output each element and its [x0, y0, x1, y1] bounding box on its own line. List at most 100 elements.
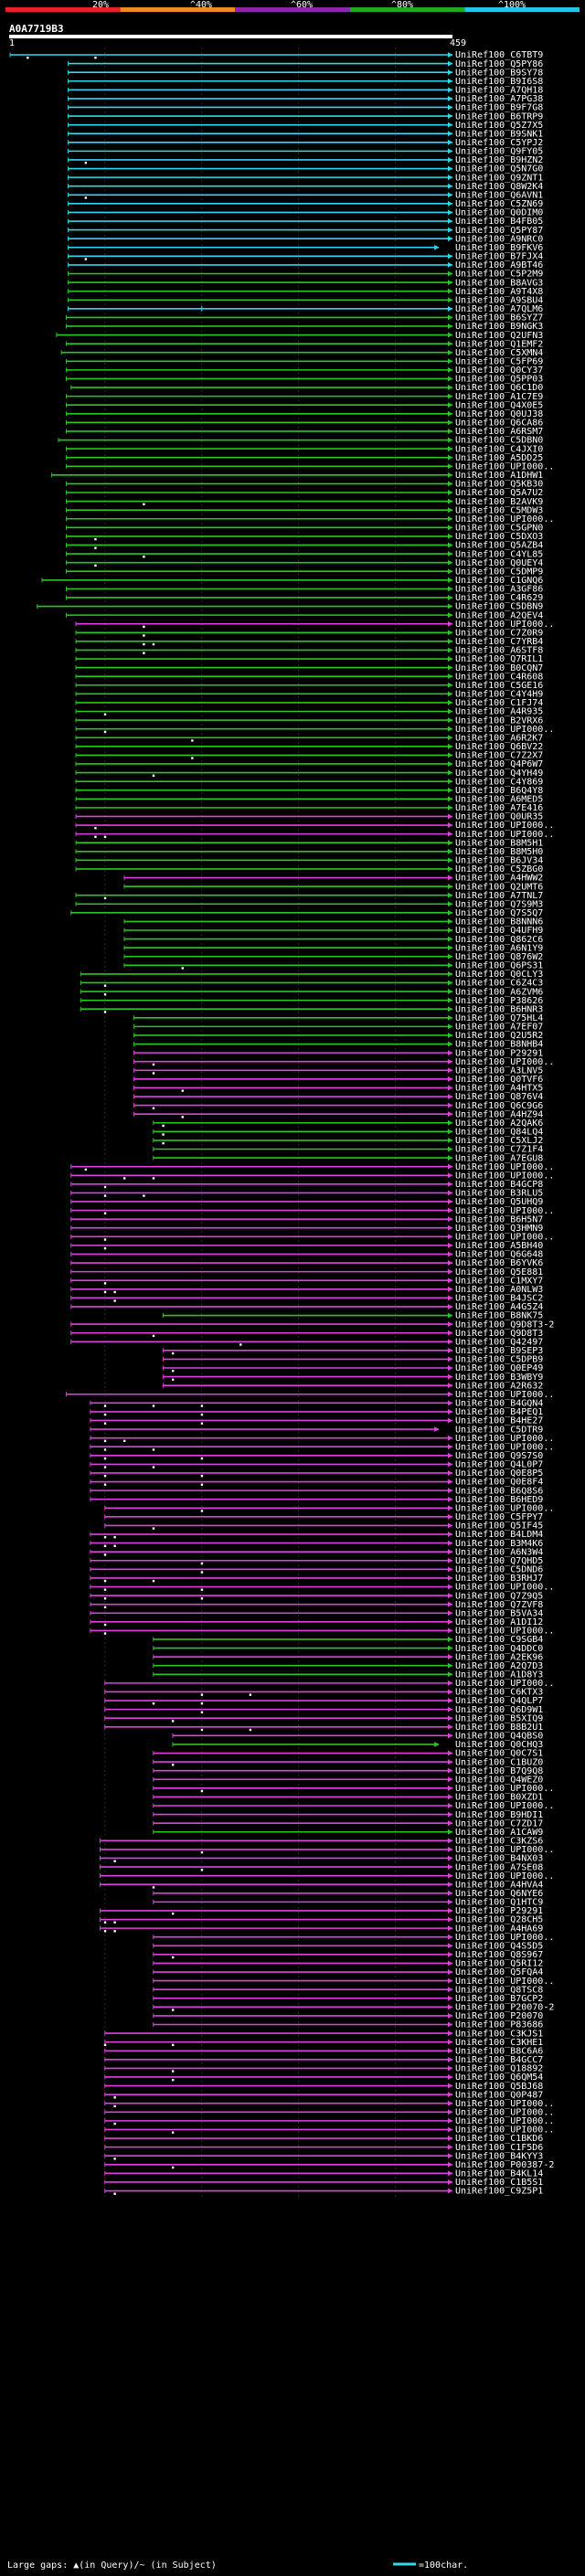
hit-row[interactable]: UniRef100_Q5UHQ9 — [70, 1197, 544, 1207]
hit-label[interactable]: UniRef100_UPI000.. — [455, 1845, 554, 1855]
hit-label[interactable]: UniRef100_Q2U5R2 — [455, 1031, 543, 1041]
hit-label[interactable]: UniRef100_Q5PY86 — [455, 59, 543, 69]
hit-row[interactable]: UniRef100_Q6C9G6 — [133, 1101, 544, 1111]
hit-row[interactable]: UniRef100_A5BH40 — [70, 1241, 544, 1251]
hit-label[interactable]: UniRef100_Q0UJ38 — [455, 409, 543, 419]
hit-row[interactable]: UniRef100_A4HTX5 — [133, 1084, 544, 1094]
hit-label[interactable]: UniRef100_C7ZD17 — [455, 1818, 543, 1829]
hit-label[interactable]: UniRef100_A7SE08 — [455, 1862, 543, 1872]
hit-label[interactable]: UniRef100_C5ZN69 — [455, 199, 543, 209]
hit-row[interactable]: UniRef100_B3RLU5 — [70, 1189, 544, 1199]
hit-label[interactable]: UniRef100_Q7Z9Q5 — [455, 1591, 543, 1601]
hit-label[interactable]: UniRef100_Q5AZB4 — [455, 541, 543, 551]
hit-label[interactable]: UniRef100_Q4WEZ0 — [455, 1775, 543, 1785]
hit-label[interactable]: UniRef100_A1CAW9 — [455, 1828, 543, 1838]
hit-row[interactable]: UniRef100_Q4YH49 — [75, 769, 543, 779]
hit-label[interactable]: UniRef100_Q5N7G0 — [455, 164, 543, 175]
hit-row[interactable]: UniRef100_C1GNQ6 — [41, 576, 543, 586]
hit-label[interactable]: UniRef100_Q1HTC9 — [455, 1898, 543, 1908]
hit-row[interactable]: UniRef100_B7FJX4 — [68, 252, 544, 262]
hit-row[interactable]: UniRef100_UPI000.. — [104, 2116, 555, 2126]
hit-label[interactable]: UniRef100_Q6C1D0 — [455, 383, 543, 393]
hit-row[interactable]: UniRef100_B4GQN4 — [90, 1399, 543, 1409]
hit-label[interactable]: UniRef100_Q0TVF6 — [455, 1075, 543, 1085]
hit-label[interactable]: UniRef100_Q6G648 — [455, 1250, 543, 1260]
hit-row[interactable]: UniRef100_A4HA69 — [100, 1924, 544, 1934]
hit-label[interactable]: UniRef100_A4G5Z4 — [455, 1302, 543, 1312]
hit-label[interactable]: UniRef100_A4HVA4 — [455, 1880, 543, 1890]
hit-row[interactable]: UniRef100_C5MDW3 — [65, 505, 543, 515]
hit-label[interactable]: UniRef100_B4GQN4 — [455, 1399, 543, 1409]
hit-row[interactable]: UniRef100_A1DHW1 — [51, 471, 544, 481]
hit-label[interactable]: UniRef100_C5DBN9 — [455, 602, 543, 612]
hit-label[interactable]: UniRef100_Q0E8P5 — [455, 1468, 543, 1479]
hit-row[interactable]: UniRef100_A7E416 — [75, 803, 543, 813]
hit-label[interactable]: UniRef100_C9Z5P1 — [455, 2187, 543, 2197]
hit-row[interactable]: UniRef100_C5DXO3 — [65, 532, 543, 542]
hit-label[interactable]: UniRef100_Q6QM54 — [455, 2072, 543, 2083]
hit-row[interactable]: UniRef100_B6H5N7 — [70, 1214, 544, 1224]
hit-label[interactable]: UniRef100_Q0C7S1 — [455, 1749, 543, 1759]
hit-label[interactable]: UniRef100_B6YVK6 — [455, 1258, 543, 1268]
hit-label[interactable]: UniRef100_B2VRX6 — [455, 716, 543, 726]
hit-row[interactable]: UniRef100_A1DI12 — [90, 1617, 543, 1627]
hit-row[interactable]: UniRef100_B3RHJ7 — [90, 1574, 543, 1584]
hit-row[interactable]: UniRef100_B4LDM4 — [90, 1530, 543, 1540]
hit-row[interactable]: UniRef100_B8NNN6 — [123, 917, 543, 928]
hit-label[interactable]: UniRef100_B8NNN6 — [455, 917, 543, 928]
hit-label[interactable]: UniRef100_B0XZD1 — [455, 1793, 543, 1803]
hit-label[interactable]: UniRef100_UPI000.. — [455, 1171, 554, 1181]
hit-row[interactable]: UniRef100_A9SBU4 — [68, 295, 544, 305]
hit-label[interactable]: UniRef100_UPI000.. — [455, 2116, 554, 2126]
hit-row[interactable]: UniRef100_Q8S967 — [153, 1950, 544, 1960]
hit-label[interactable]: UniRef100_UPI000.. — [455, 514, 554, 525]
hit-label[interactable]: UniRef100_Q7S5Q7 — [455, 908, 543, 918]
hit-label[interactable]: UniRef100_Q8W2K4 — [455, 182, 543, 192]
hit-label[interactable]: UniRef100_B7Q9Q8 — [455, 1766, 543, 1776]
hit-label[interactable]: UniRef100_Q6BV22 — [455, 742, 543, 752]
hit-label[interactable]: UniRef100_B4KYY3 — [455, 2151, 543, 2161]
hit-label[interactable]: UniRef100_C5ZBG0 — [455, 864, 543, 875]
hit-row[interactable]: UniRef100_Q8W2K4 — [68, 182, 544, 192]
hit-row[interactable]: UniRef100_Q5KB30 — [65, 480, 543, 490]
hit-label[interactable]: UniRef100_A6N1Y9 — [455, 943, 543, 953]
hit-row[interactable]: UniRef100_C5GPN0 — [65, 524, 543, 534]
hit-row[interactable]: UniRef100_B4GCC7 — [104, 2055, 543, 2065]
hit-label[interactable]: UniRef100_Q4DDC0 — [455, 1644, 543, 1654]
hit-label[interactable]: UniRef100_B3M4K6 — [455, 1539, 543, 1549]
hit-label[interactable]: UniRef100_Q5IF45 — [455, 1521, 543, 1532]
hit-label[interactable]: UniRef100_UPI000.. — [455, 2108, 554, 2118]
hit-label[interactable]: UniRef100_Q9D8T3-2 — [455, 1320, 554, 1330]
hit-label[interactable]: UniRef100_C5FPY7 — [455, 1512, 543, 1522]
hit-row[interactable]: UniRef100_C5P2M9 — [68, 270, 544, 280]
hit-row[interactable]: UniRef100_Q0TVF6 — [133, 1075, 544, 1085]
hit-label[interactable]: UniRef100_Q0UR35 — [455, 812, 543, 822]
hit-label[interactable]: UniRef100_C1F5D6 — [455, 2143, 543, 2153]
hit-row[interactable]: UniRef100_Q6CA86 — [65, 419, 543, 429]
hit-label[interactable]: UniRef100_A2R632 — [455, 1381, 543, 1391]
hit-row[interactable]: UniRef100_A9NRC0 — [68, 234, 544, 244]
hit-label[interactable]: UniRef100_Q0CY37 — [455, 366, 543, 376]
hit-label[interactable]: UniRef100_B8C6A6 — [455, 2046, 543, 2056]
hit-label[interactable]: UniRef100_Q7QHD5 — [455, 1556, 543, 1566]
hit-row[interactable]: UniRef100_C4Y4H9 — [75, 690, 543, 700]
hit-row[interactable]: UniRef100_Q4QBS0 — [172, 1732, 543, 1742]
hit-row[interactable]: UniRef100_Q1HTC9 — [153, 1898, 544, 1908]
hit-label[interactable]: UniRef100_B4NX03 — [455, 1854, 543, 1864]
hit-row[interactable]: UniRef100_B0XZD1 — [153, 1793, 544, 1803]
hit-label[interactable]: UniRef100_A7EF07 — [455, 1023, 543, 1033]
hit-label[interactable]: UniRef100_P00387-2 — [455, 2160, 554, 2170]
hit-row[interactable]: UniRef100_UPI000.. — [65, 514, 554, 525]
hit-label[interactable]: UniRef100_Q4UFH9 — [455, 926, 543, 936]
hit-label[interactable]: UniRef100_Q84LQ4 — [455, 1128, 543, 1138]
hit-label[interactable]: UniRef100_B3RLU5 — [455, 1189, 543, 1199]
hit-label[interactable]: UniRef100_A7PG38 — [455, 94, 543, 104]
hit-row[interactable]: UniRef100_A6STF8 — [75, 646, 543, 656]
hit-label[interactable]: UniRef100_Q862C6 — [455, 935, 543, 945]
hit-label[interactable]: UniRef100_B9NGK3 — [455, 322, 543, 332]
hit-row[interactable]: UniRef100_UPI000.. — [90, 1442, 554, 1452]
hit-label[interactable]: UniRef100_Q5UHQ9 — [455, 1197, 543, 1207]
hit-row[interactable]: UniRef100_C5XLJ2 — [153, 1136, 544, 1146]
hit-row[interactable]: UniRef100_UPI000.. — [65, 461, 554, 472]
hit-row[interactable]: UniRef100_C5DPB9 — [162, 1355, 543, 1365]
